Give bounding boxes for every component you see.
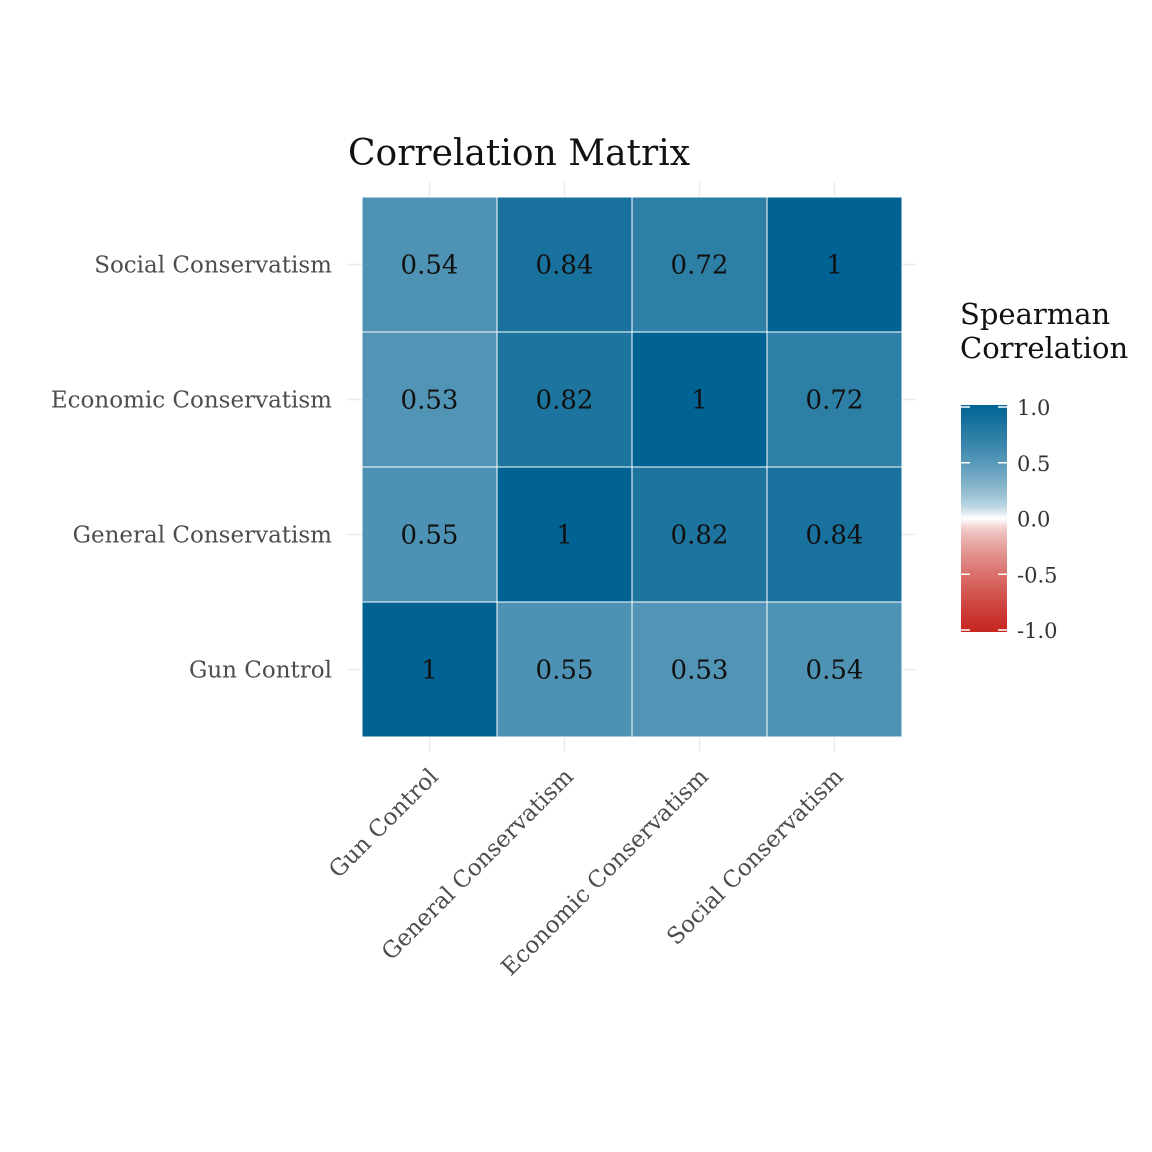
cell-value-label: 0.54	[806, 656, 864, 686]
cell-value-label: 1	[556, 521, 573, 551]
heatmap-cell	[631, 196, 768, 333]
y-tick-label: Economic Conservatism	[51, 388, 332, 414]
cell-value-label: 0.82	[536, 386, 594, 416]
y-tick-label: Social Conservatism	[94, 253, 332, 279]
cell-value-label: 0.54	[401, 251, 459, 281]
heatmap-cell	[766, 601, 903, 738]
cell-value-labels: 1 0.55 0.53 0.54 0.55 1 0.82 0.84 0.53 0.82 1 0.72 0…	[401, 251, 864, 686]
y-tick-label: Gun Control	[189, 658, 332, 684]
cell-value-label: 1	[826, 251, 843, 281]
heatmap-cell	[496, 466, 633, 603]
legend-title-line: Spearman	[960, 297, 1110, 331]
heatmap-cell	[361, 196, 498, 333]
legend-tick-label: -1.0	[1017, 619, 1058, 643]
x-tick-label: Gun Control	[324, 764, 444, 884]
cell-value-label: 0.82	[671, 521, 729, 551]
heatmap-cell	[496, 196, 633, 333]
cell-value-label: 0.53	[671, 656, 729, 686]
y-tick-label: General Conservatism	[73, 523, 333, 549]
cell-value-label: 0.72	[806, 386, 864, 416]
cell-value-label: 1	[691, 386, 708, 416]
chart-title: Correlation Matrix	[348, 133, 690, 174]
cell-value-label: 0.84	[536, 251, 594, 281]
cell-value-label: 0.72	[671, 251, 729, 281]
heatmap-cell	[766, 331, 903, 468]
heatmap-cell	[631, 331, 768, 468]
y-axis: Gun Control General Conservatism Economic …	[51, 253, 332, 684]
legend-tick-label: 0.0	[1017, 508, 1050, 532]
heatmap-cells	[361, 196, 903, 738]
legend-tick-label: 0.5	[1017, 452, 1050, 476]
heatmap-cell	[361, 331, 498, 468]
heatmap-cell	[496, 601, 633, 738]
cell-value-label: 0.84	[806, 521, 864, 551]
heatmap-cell	[631, 601, 768, 738]
cell-value-label: 0.55	[401, 521, 459, 551]
legend-title-line: Correlation	[960, 331, 1128, 365]
cell-value-label: 0.55	[536, 656, 594, 686]
cell-value-label: 0.53	[401, 386, 459, 416]
heatmap-cell	[361, 601, 498, 738]
heatmap-cell	[766, 196, 903, 333]
legend-tick-label: -0.5	[1017, 563, 1058, 587]
legend-tick-label: 1.0	[1017, 396, 1050, 420]
heatmap-cell	[766, 466, 903, 603]
cell-value-label: 1	[421, 656, 438, 686]
